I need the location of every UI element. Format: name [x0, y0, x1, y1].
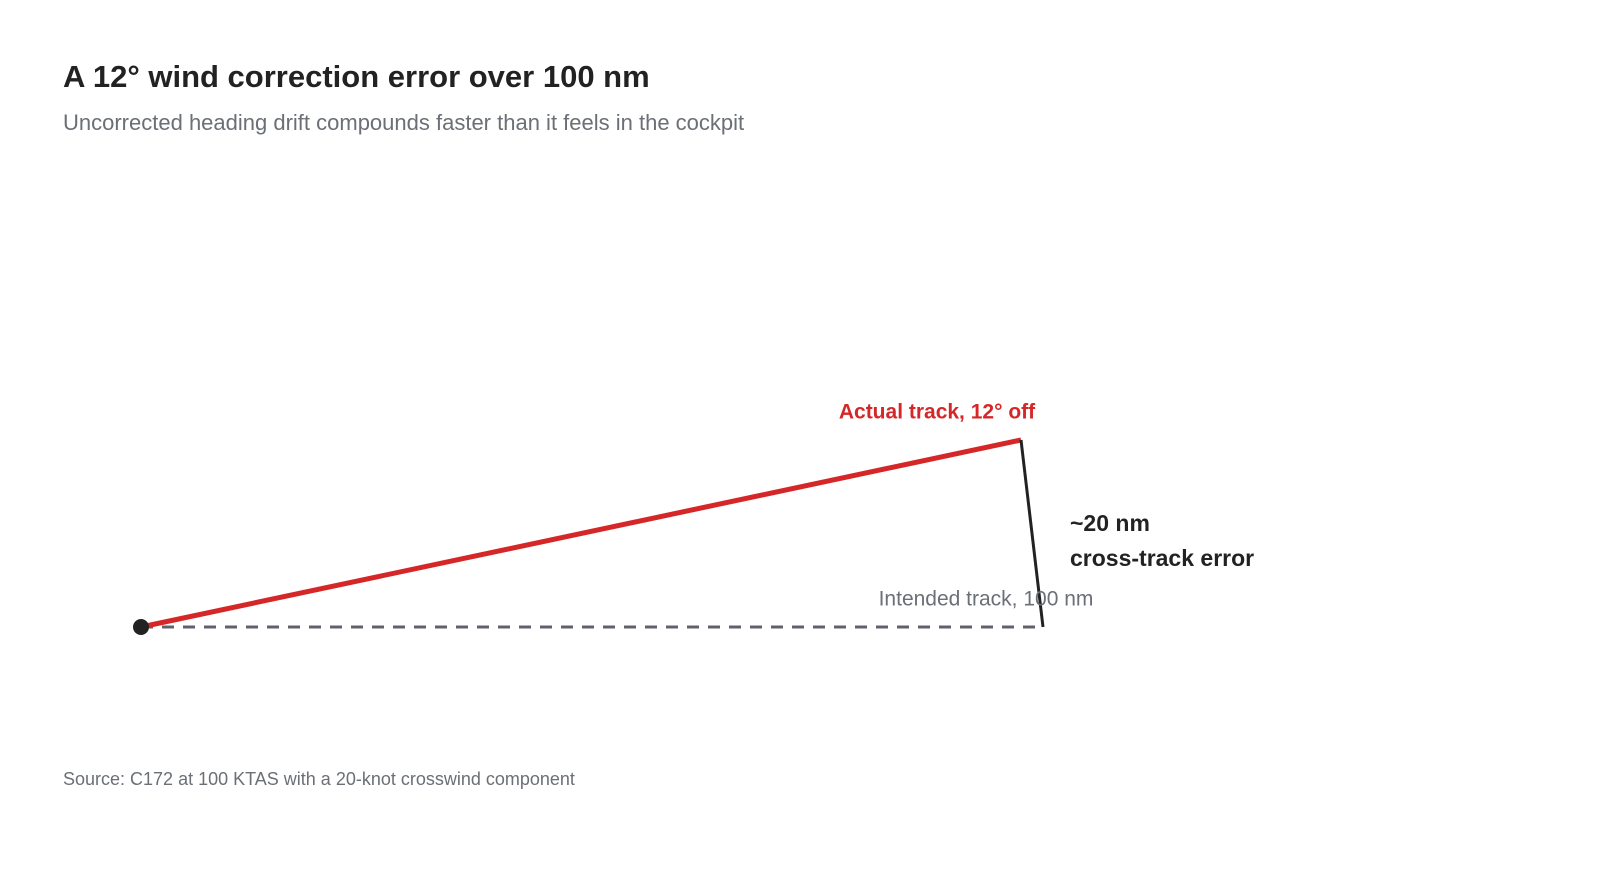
actual-track-label: Actual track, 12° off: [839, 401, 1036, 424]
error-label: cross-track error: [1070, 545, 1254, 571]
subtitle: Uncorrected heading drift compounds fast…: [63, 110, 744, 135]
origin-point: [133, 619, 149, 635]
title: A 12° wind correction error over 100 nm: [63, 59, 650, 94]
source: Source: C172 at 100 KTAS with a 20-knot …: [63, 769, 575, 789]
cross-track-line: [1019, 439, 1045, 628]
intended-track-label: Intended track, 100 nm: [879, 588, 1094, 611]
error-label: ~20 nm: [1070, 510, 1150, 536]
actual-track: [140, 437, 1022, 630]
